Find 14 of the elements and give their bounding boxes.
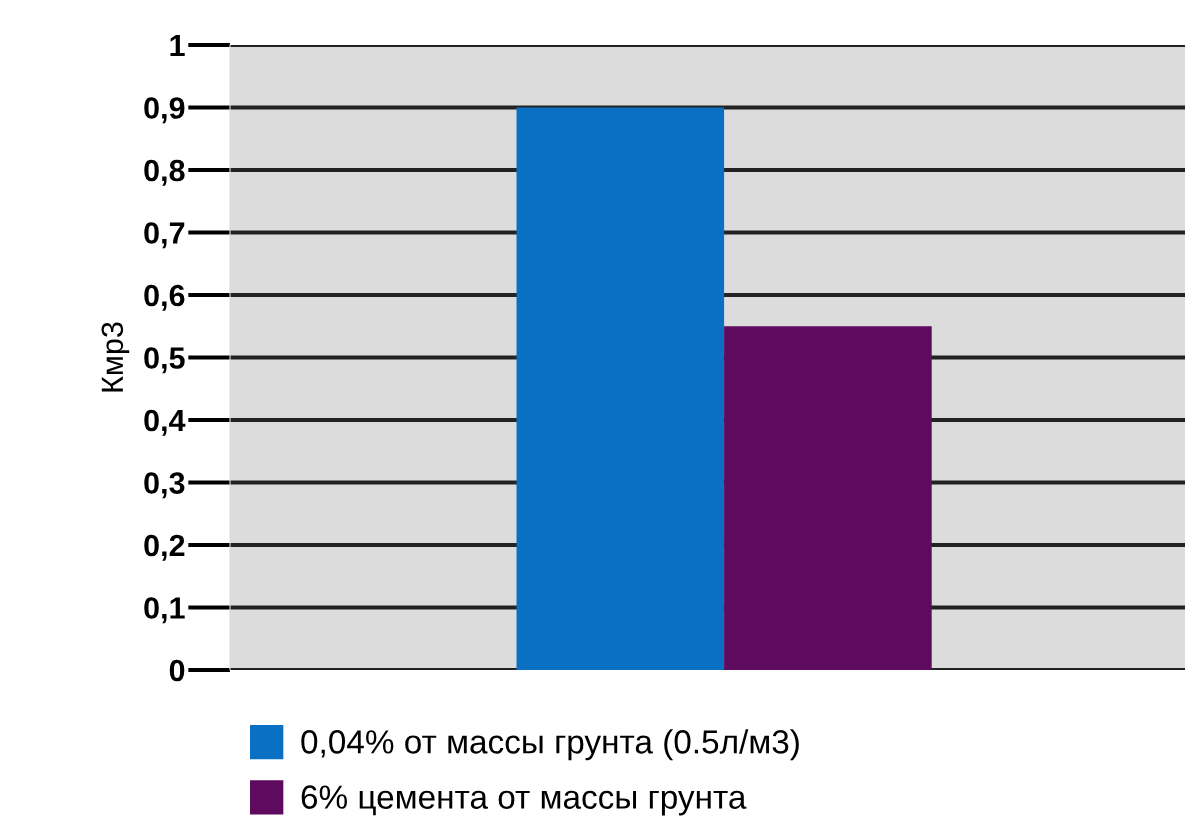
- y-tick-label: 0,3: [144, 472, 185, 499]
- y-axis-title: Кмр3: [101, 322, 130, 392]
- legend-label: 6% цемента от массы грунта: [301, 785, 747, 816]
- y-tick-label: 0,8: [144, 159, 185, 186]
- legend-label: 0,04% от массы грунта (0.5л/м3): [301, 729, 799, 761]
- y-tick-label: 0,4: [144, 409, 186, 436]
- y-tick-label: 1: [170, 35, 185, 57]
- y-tick-label: 0,2: [144, 534, 185, 561]
- y-tick-label: 0: [169, 659, 185, 682]
- y-tick-label: 0,5: [144, 347, 185, 374]
- y-tick-label: 0,6: [144, 284, 185, 311]
- y-tick-label: 0,1: [144, 597, 185, 624]
- y-tick-label: 0,9: [144, 97, 185, 124]
- y-tick-label: 0,7: [144, 222, 185, 249]
